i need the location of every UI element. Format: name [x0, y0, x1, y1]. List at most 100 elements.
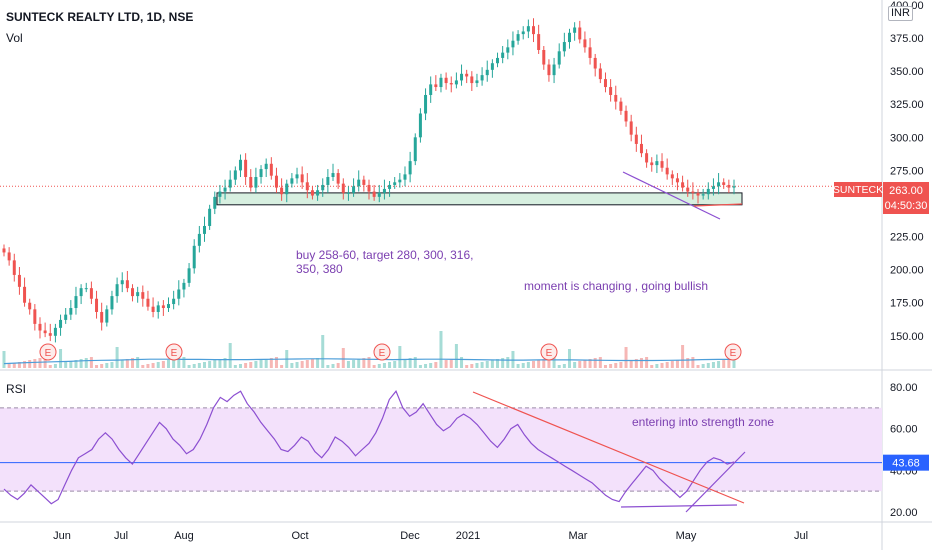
volume-bar	[711, 362, 715, 368]
candle-body	[64, 314, 68, 320]
candle-body	[552, 64, 556, 76]
candle-body	[701, 194, 705, 196]
volume-bar	[567, 349, 571, 368]
time-tick-label: 2021	[456, 530, 480, 542]
volume-bar	[89, 357, 93, 368]
volume-bar	[670, 361, 674, 368]
volume-bar	[105, 363, 109, 368]
candle-body	[161, 305, 165, 309]
volume-bar	[665, 362, 669, 368]
earnings-marker	[540, 343, 558, 361]
candle-body	[105, 309, 109, 323]
candle-body	[557, 51, 561, 65]
volume-bar	[598, 357, 602, 368]
time-tick-label: Jul	[794, 530, 808, 542]
volume-bar	[59, 349, 63, 368]
volume-bar	[336, 363, 340, 368]
volume-bar	[136, 357, 140, 368]
candle-body	[326, 177, 330, 185]
candle-body	[660, 161, 664, 168]
candle-body	[69, 308, 73, 315]
candle-body	[12, 260, 16, 275]
volume-bar	[259, 360, 263, 368]
candle-body	[388, 184, 392, 189]
volume-bar	[465, 365, 469, 368]
candle-body	[84, 288, 88, 290]
volume-bar	[223, 358, 227, 368]
volume-bar	[480, 362, 484, 368]
candle-body	[706, 188, 710, 195]
time-tick-label: May	[676, 530, 697, 542]
candle-body	[403, 174, 407, 180]
volume-bar	[316, 358, 320, 368]
candle-body	[717, 182, 721, 187]
price-tick-label: 225.00	[890, 232, 924, 244]
candle-body	[316, 190, 320, 196]
candle-body	[439, 77, 443, 88]
chart-title: SUNTECK REALTY LTD, 1D, NSE	[6, 10, 194, 24]
volume-bar	[182, 357, 186, 368]
price-tick-label: 150.00	[890, 331, 924, 343]
volume-bar	[254, 361, 258, 368]
volume-bar	[202, 362, 206, 368]
earnings-marker-label: E	[546, 348, 553, 359]
candle-body	[28, 302, 32, 310]
price-tick-label: 200.00	[890, 265, 924, 277]
volume-bar	[382, 363, 386, 368]
candle-body	[465, 73, 469, 77]
volume-bar	[377, 364, 381, 368]
candle-body	[418, 113, 422, 138]
volume-bar	[393, 361, 397, 368]
volume-bar	[213, 360, 217, 368]
volume-bar	[511, 351, 515, 368]
volume-bar	[388, 362, 392, 368]
candle-body	[264, 163, 268, 170]
candle-body	[377, 192, 381, 197]
candle-body	[146, 298, 150, 307]
volume-bar	[79, 359, 83, 368]
candle-body	[691, 191, 695, 193]
candle-body	[521, 31, 525, 35]
candle-body	[367, 184, 371, 192]
volume-bar	[17, 362, 21, 368]
volume-bar	[557, 365, 561, 368]
earnings-marker	[39, 343, 57, 361]
earnings-marker	[165, 343, 183, 361]
candle-body	[619, 101, 623, 111]
candle-body	[696, 192, 700, 196]
candle-body	[33, 309, 37, 324]
candle-body	[23, 286, 27, 303]
candle-body	[172, 298, 176, 305]
volume-bar	[706, 363, 710, 368]
candle-body	[295, 174, 299, 179]
price-tick-label: 350.00	[890, 66, 924, 78]
volume-bar	[639, 358, 643, 368]
price-tick-label: 300.00	[890, 132, 924, 144]
volume-bar	[454, 344, 458, 368]
rsi-value-label: 43.68	[892, 458, 920, 470]
buy-note: buy 258-60, target 280, 300, 316, 350, 3…	[296, 248, 474, 276]
candle-body	[470, 76, 474, 84]
volume-bar	[233, 365, 237, 368]
last-price-label: 263.00	[889, 185, 923, 197]
candle-body	[89, 288, 93, 299]
volume-bar	[218, 359, 222, 368]
volume-bar	[12, 363, 16, 368]
candle-body	[629, 121, 633, 135]
candle-body	[362, 179, 366, 185]
volume-bar	[367, 357, 371, 368]
candle-body	[249, 177, 253, 188]
volume-bar	[69, 361, 73, 368]
volume-bar	[2, 351, 6, 368]
candle-body	[244, 159, 248, 178]
candle-body	[686, 187, 690, 192]
candle-body	[424, 94, 428, 114]
candle-body	[285, 183, 289, 195]
volume-bar	[346, 361, 350, 368]
volume-bar	[310, 359, 314, 368]
volume-bar	[645, 357, 649, 368]
currency-badge[interactable]: INR	[888, 6, 913, 21]
rsi-down-trendline	[472, 391, 745, 504]
candle-body	[131, 288, 135, 297]
